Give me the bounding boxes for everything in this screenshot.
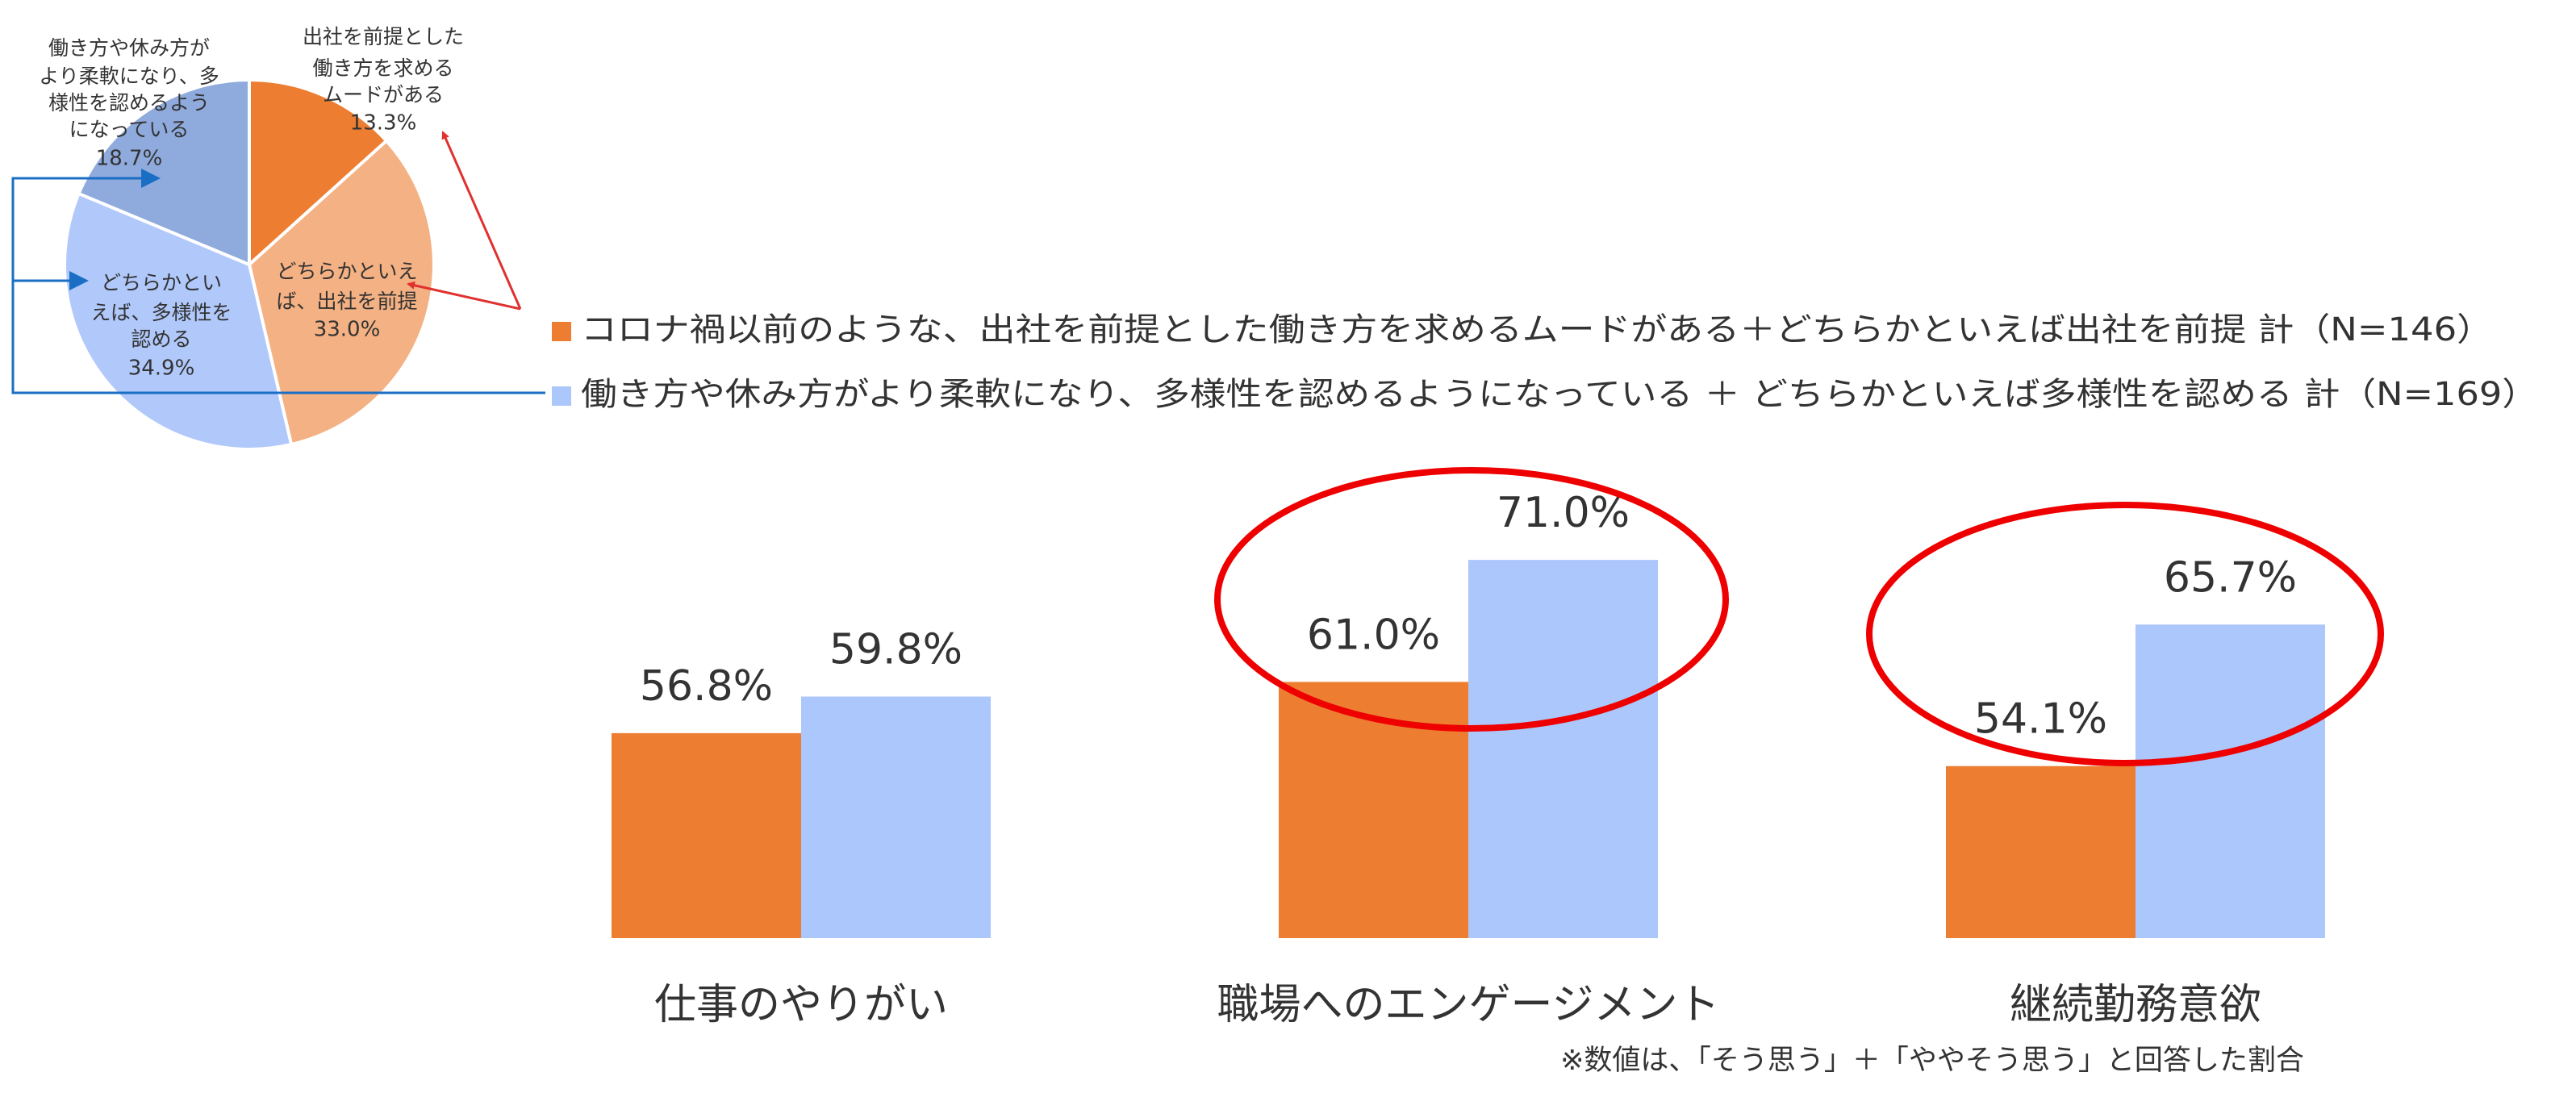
slice-label: どちらかといえ xyxy=(276,260,417,283)
slice-label: どちらかとい xyxy=(101,271,222,294)
slice-label: ムードがある xyxy=(323,83,444,106)
highlight-ellipse xyxy=(1866,502,2384,766)
bar-chart: コロナ禍以前のような、出社を前提とした働き方を求めるムードがある＋どちらかといえ… xyxy=(552,311,2538,1029)
value-label: 56.8% xyxy=(640,662,773,711)
slice-value-label: 13.3% xyxy=(350,111,417,136)
bar xyxy=(1468,560,1658,938)
slice-label: より柔軟になり、多 xyxy=(39,65,219,88)
legend-label: コロナ禍以前のような、出社を前提とした働き方を求めるムードがある＋どちらかといえ… xyxy=(581,311,2493,348)
blue-arrow xyxy=(11,169,545,394)
pie-slice xyxy=(247,138,436,447)
pie-slice xyxy=(248,77,389,269)
slice-label: 出社を前提とした xyxy=(303,25,464,48)
connectors xyxy=(11,131,545,394)
slice-value-label: 34.9% xyxy=(128,357,195,381)
red-arrow xyxy=(441,131,522,310)
slice-value-label: 33.0% xyxy=(314,318,381,342)
slice-value-label: 18.7% xyxy=(96,147,163,171)
red-arrow xyxy=(407,281,521,311)
pie-slice xyxy=(63,191,294,451)
slice-label: 働き方を求める xyxy=(312,56,453,80)
bar xyxy=(2136,624,2325,938)
value-label: 65.7% xyxy=(2164,553,2297,602)
value-label: 61.0% xyxy=(1307,611,1440,659)
slice-label: えば、多様性を xyxy=(90,301,232,324)
slice-label: になっている xyxy=(69,118,190,141)
bar xyxy=(612,732,801,938)
slice-label: 働き方や休み方が xyxy=(48,36,210,60)
value-label: 71.0% xyxy=(1497,489,1630,537)
slice-label: 様性を認めるよう xyxy=(48,91,210,115)
x-tick-label: 仕事のやりがい xyxy=(654,981,948,1029)
slice-label: 認める xyxy=(131,327,191,351)
legend-swatch xyxy=(552,386,571,406)
bar xyxy=(801,696,991,938)
x-tick-label: 職場へのエンゲージメント xyxy=(1217,981,1720,1029)
pie: 出社を前提とした働き方を求めるムードがある 13.3% どちらかといえば、出社を前提… xyxy=(39,25,464,451)
legend-label: 働き方や休み方がより柔軟になり、多様性を認めるようになっている ＋ どちらかとい… xyxy=(581,376,2538,413)
bar xyxy=(1946,766,2136,938)
x-tick-label: 継続勤務意欲 xyxy=(2010,981,2261,1029)
slice-label: ば、出社を前提 xyxy=(276,290,417,313)
footnote: ※数値は、「そう思う」＋「ややそう思う」と回答した割合 xyxy=(1560,1045,2304,1077)
pie-slice xyxy=(76,77,251,267)
legend-swatch xyxy=(552,322,571,341)
highlight-ellipse xyxy=(1214,467,1729,732)
value-label: 59.8% xyxy=(829,626,962,674)
value-label: 54.1% xyxy=(1974,695,2107,744)
